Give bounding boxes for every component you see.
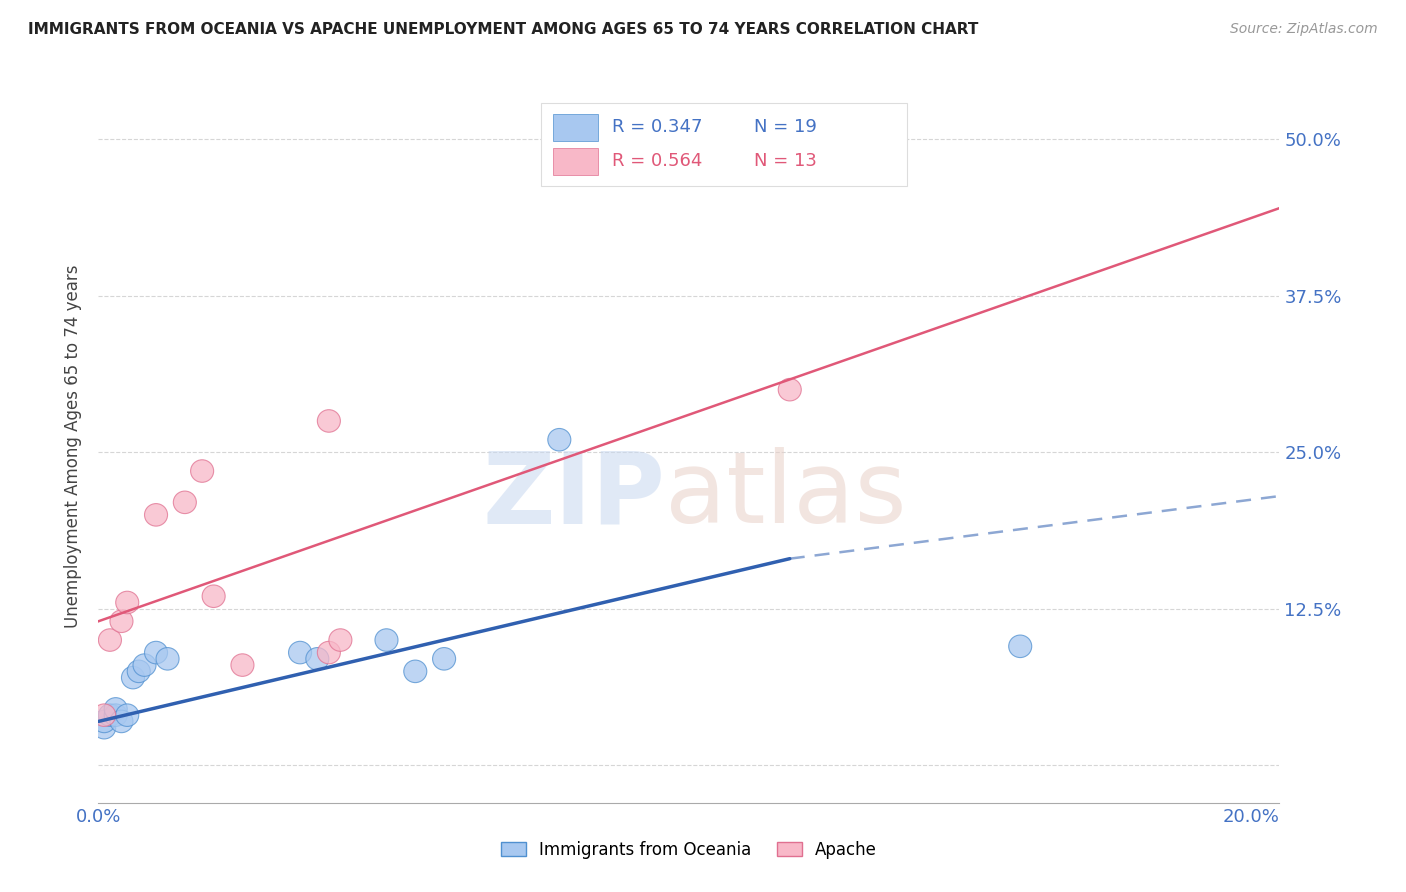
Text: N = 13: N = 13 <box>754 152 817 169</box>
Ellipse shape <box>318 641 340 664</box>
Text: N = 19: N = 19 <box>754 118 817 136</box>
Ellipse shape <box>104 704 127 726</box>
Ellipse shape <box>375 629 398 651</box>
Ellipse shape <box>173 491 197 514</box>
FancyBboxPatch shape <box>553 148 598 175</box>
Ellipse shape <box>318 409 340 433</box>
Ellipse shape <box>288 641 312 664</box>
Ellipse shape <box>191 459 214 483</box>
Ellipse shape <box>231 654 254 676</box>
Ellipse shape <box>1008 635 1032 657</box>
Ellipse shape <box>202 585 225 607</box>
Ellipse shape <box>548 428 571 451</box>
Ellipse shape <box>329 629 352 651</box>
Ellipse shape <box>145 641 167 664</box>
Y-axis label: Unemployment Among Ages 65 to 74 years: Unemployment Among Ages 65 to 74 years <box>65 264 83 628</box>
Ellipse shape <box>110 710 134 732</box>
Text: Source: ZipAtlas.com: Source: ZipAtlas.com <box>1230 22 1378 37</box>
Ellipse shape <box>127 660 150 682</box>
Ellipse shape <box>433 648 456 670</box>
Ellipse shape <box>121 666 145 689</box>
Ellipse shape <box>134 654 156 676</box>
Text: R = 0.347: R = 0.347 <box>612 118 703 136</box>
Ellipse shape <box>404 660 427 682</box>
Ellipse shape <box>110 610 134 632</box>
Ellipse shape <box>93 710 115 732</box>
Ellipse shape <box>115 704 139 726</box>
Ellipse shape <box>115 591 139 614</box>
Text: R = 0.564: R = 0.564 <box>612 152 703 169</box>
Ellipse shape <box>145 504 167 526</box>
Ellipse shape <box>156 648 179 670</box>
Text: atlas: atlas <box>665 448 907 544</box>
Ellipse shape <box>93 716 115 739</box>
Ellipse shape <box>307 648 329 670</box>
FancyBboxPatch shape <box>553 114 598 141</box>
FancyBboxPatch shape <box>541 103 907 186</box>
Text: ZIP: ZIP <box>482 448 665 544</box>
Legend: Immigrants from Oceania, Apache: Immigrants from Oceania, Apache <box>501 840 877 859</box>
Ellipse shape <box>93 704 115 726</box>
Ellipse shape <box>779 378 801 401</box>
Ellipse shape <box>104 698 127 720</box>
Text: IMMIGRANTS FROM OCEANIA VS APACHE UNEMPLOYMENT AMONG AGES 65 TO 74 YEARS CORRELA: IMMIGRANTS FROM OCEANIA VS APACHE UNEMPL… <box>28 22 979 37</box>
Ellipse shape <box>98 629 121 651</box>
Ellipse shape <box>98 704 121 726</box>
